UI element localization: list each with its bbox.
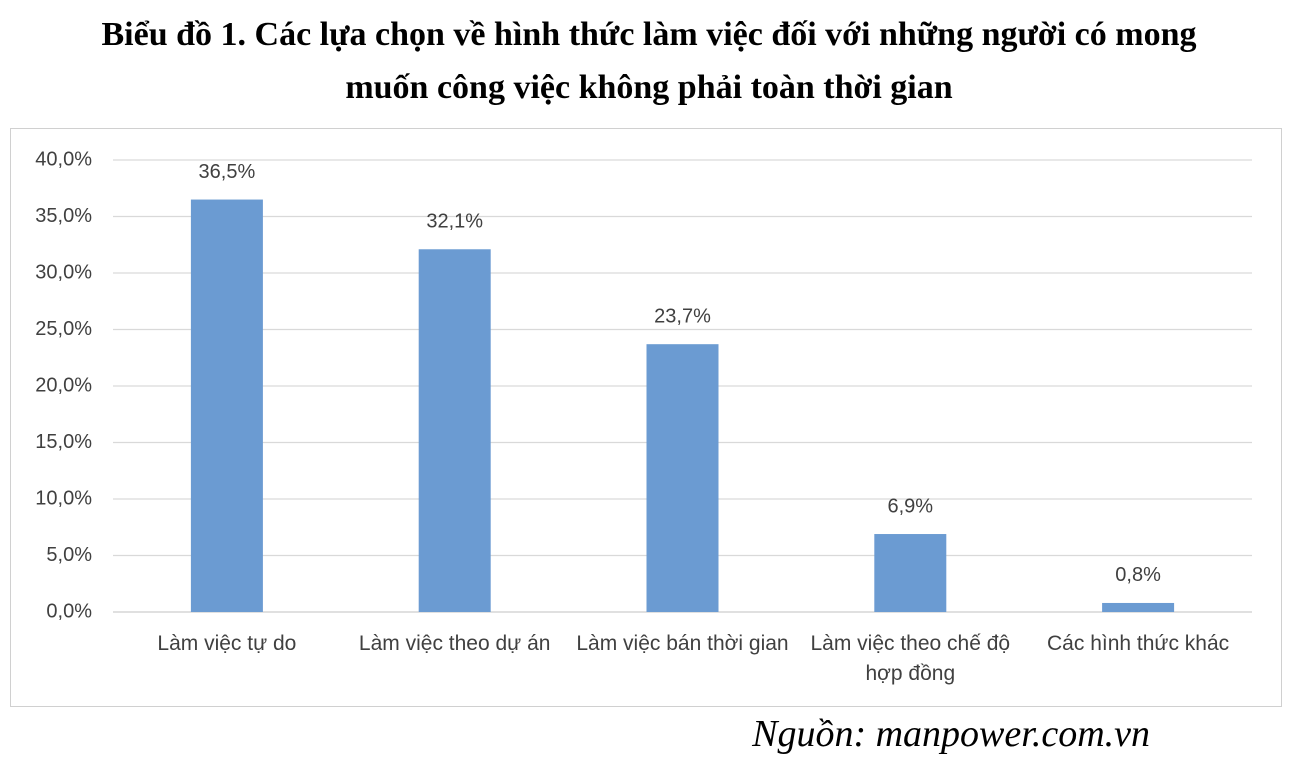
- bar: [1102, 602, 1175, 612]
- data-label: 6,9%: [888, 495, 934, 517]
- source: Nguồn: manpower.com.vn: [752, 713, 1150, 755]
- x-tick-label: Làm việc theo dự án: [358, 632, 551, 655]
- y-tick-label: 35,0%: [35, 205, 92, 227]
- chart-frame: [10, 128, 1282, 707]
- data-label: 0,8%: [1115, 564, 1161, 586]
- y-tick-label: 30,0%: [35, 261, 92, 283]
- y-tick-label: 0,0%: [46, 600, 92, 622]
- y-tick-label: 10,0%: [35, 487, 92, 509]
- bar: [418, 249, 491, 612]
- y-tick-label: 15,0%: [35, 431, 92, 453]
- y-tick-label: 20,0%: [35, 374, 92, 396]
- x-tick-label: Làm việc theo chế độ hợp đồng: [810, 632, 1011, 685]
- y-tick-label: 25,0%: [35, 318, 92, 340]
- x-tick-label: Làm việc tự do: [157, 632, 297, 655]
- x-tick-label: Làm việc bán thời gian: [576, 632, 789, 655]
- bar: [646, 344, 719, 612]
- data-label: 36,5%: [199, 161, 256, 183]
- y-tick-label: 5,0%: [46, 544, 92, 566]
- data-label: 32,1%: [426, 211, 483, 233]
- bar: [874, 534, 947, 612]
- chart-title: Biểu đồ 1. Các lựa chọn về hình thức làm…: [101, 16, 1197, 106]
- y-tick-label: 40,0%: [35, 148, 92, 170]
- bar: [190, 199, 263, 613]
- data-label: 23,7%: [654, 305, 711, 327]
- x-tick-label: Các hình thức khác: [1047, 632, 1230, 655]
